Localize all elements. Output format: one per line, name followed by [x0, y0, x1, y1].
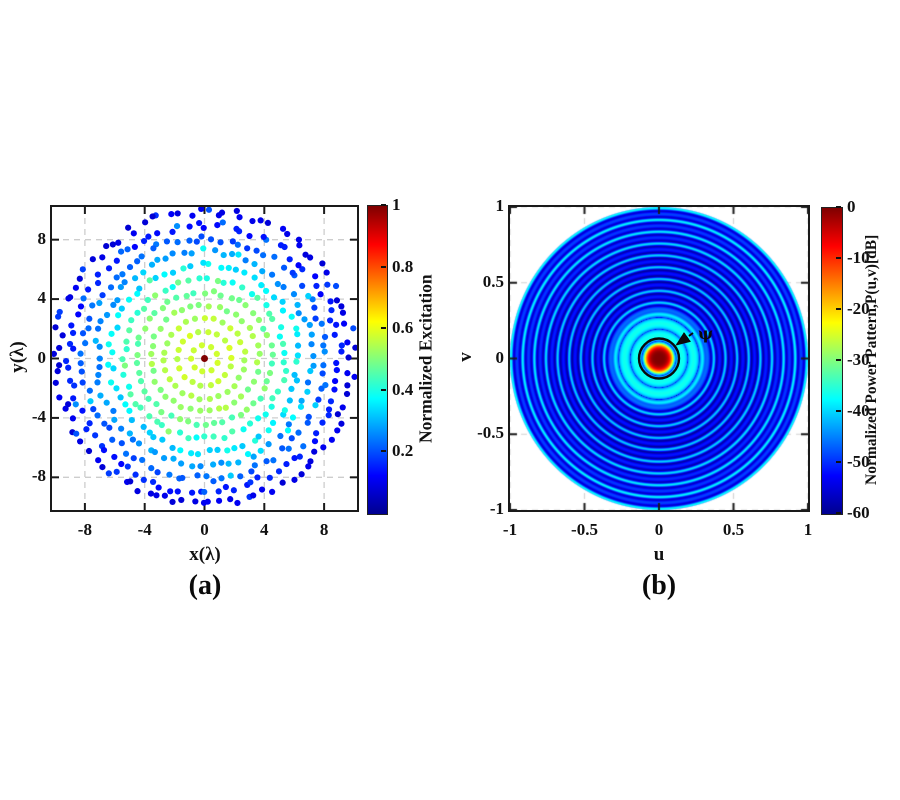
- panel-a-y-tick-label: -8: [31, 466, 46, 486]
- panel-b-colorbar: [821, 207, 843, 515]
- colorbar-a-tick-label: 0.2: [392, 441, 414, 461]
- panel-b-x-tick-label: 0: [654, 520, 664, 539]
- panel-b-plot-area: [508, 205, 810, 512]
- panel-a-caption: (a): [188, 570, 222, 601]
- colorbar-b-tick-mark: [836, 512, 841, 514]
- colorbar-b-tick-label: -40: [847, 401, 870, 420]
- panel-a-y-tick-label: -4: [31, 406, 46, 426]
- colorbar-a-tick-mark: [381, 450, 386, 453]
- colorbar-b-tick-label: -30: [847, 350, 870, 369]
- colorbar-a-tick-mark: [381, 327, 386, 330]
- colorbar-a-tick-label: 0.8: [392, 256, 414, 276]
- panel-b-x-axis-label: u: [653, 544, 665, 565]
- panel-a-x-tick-label: -4: [137, 520, 152, 539]
- colorbar-b-tick-mark: [836, 410, 841, 412]
- array-layout-canvas: [52, 207, 357, 510]
- panel-b-x-tick-label: 0.5: [722, 520, 745, 539]
- colorbar-b-tick-mark: [836, 308, 841, 310]
- colorbar-a-tick-mark: [381, 204, 386, 206]
- panel-a-x-axis-label: x(λ): [189, 544, 221, 565]
- colorbar-a-tick-mark: [381, 265, 386, 268]
- panel-a-x-tick-label: 0: [200, 520, 209, 539]
- panel-a-colorbar: [367, 205, 388, 515]
- panel-a-y-tick-label: 8: [37, 228, 47, 248]
- colorbar-a-tick-mark: [381, 388, 386, 391]
- colorbar-b-tick-mark: [836, 359, 841, 361]
- panel-a-x-tick-label: 4: [260, 520, 269, 539]
- colorbar-a-tick-label: 0.6: [392, 318, 414, 338]
- colorbar-a-tick-label: 1: [392, 195, 401, 214]
- panel-b-x-tick-label: -0.5: [571, 520, 598, 539]
- panel-a-y-tick-label: 0: [37, 347, 47, 367]
- colorbar-b-tick-mark: [836, 206, 841, 208]
- colorbar-b-tick-label: -60: [847, 503, 870, 522]
- colorbar-b-tick-label: -50: [847, 452, 870, 471]
- panel-b-y-tick-label: 0: [495, 347, 505, 367]
- panel-b-y-tick-label: 0.5: [482, 271, 504, 291]
- panel-a-plot-area: [50, 205, 359, 512]
- panel-a-x-tick-label: 8: [319, 520, 329, 539]
- panel-b-x-tick-label: 1: [803, 520, 813, 539]
- colorbar-a-tick-label: 0.4: [392, 379, 414, 399]
- panel-b-y-tick-label: 1: [495, 196, 505, 215]
- colorbar-b-tick-label: -20: [847, 299, 870, 318]
- panel-b-x-tick-label: -1: [502, 520, 518, 539]
- colorbar-b-tick-label: 0: [847, 197, 856, 216]
- colorbar-b-tick-mark: [836, 257, 841, 259]
- panel-a-y-tick-label: 4: [37, 288, 47, 308]
- panel-a-colorbar-label: Normalized Excitation: [415, 274, 436, 444]
- colorbar-b-tick-mark: [836, 461, 841, 463]
- power-pattern-canvas: [510, 207, 808, 510]
- panel-b-y-tick-label: -0.5: [477, 423, 504, 443]
- panel-b-caption: (b): [641, 570, 677, 601]
- colorbar-b-tick-label: -10: [847, 248, 870, 267]
- panel-a-x-tick-label: -8: [77, 520, 92, 539]
- panel-b-y-tick-label: -1: [489, 499, 504, 518]
